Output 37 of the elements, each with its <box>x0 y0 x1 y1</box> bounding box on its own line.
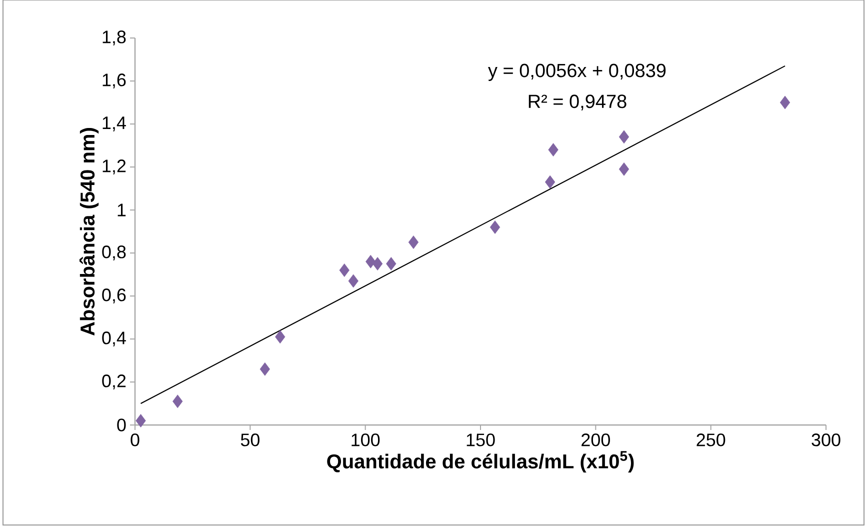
point <box>348 274 358 288</box>
y-tick-label: 1,8 <box>102 30 126 46</box>
point <box>490 220 500 234</box>
point <box>372 257 383 270</box>
x-tick-label: 300 <box>812 434 840 446</box>
y-tick-label: 0,2 <box>102 374 126 390</box>
point <box>275 330 286 344</box>
x-tick-label: 100 <box>352 434 380 446</box>
x-tick-label: 200 <box>582 434 610 446</box>
point <box>386 257 396 270</box>
x-tick-label: 50 <box>240 434 260 446</box>
x-axis-title: Quantidade de células/mL (x10$^{5}$) <box>327 451 634 472</box>
x-tick-label: 250 <box>696 434 726 446</box>
point <box>618 130 630 144</box>
y-tick-label: 1,2 <box>102 160 126 174</box>
y-tick-label: 1 <box>118 204 126 216</box>
y-axis-title: Absorbância (540 nm) <box>80 128 99 336</box>
point <box>780 96 790 110</box>
point <box>544 175 556 189</box>
x-tick-label: 150 <box>466 434 495 446</box>
annotation: R² = 0,9478 <box>528 94 626 110</box>
y-tick-label: 0 <box>117 418 126 432</box>
y-tick-label: 1,4 <box>102 116 126 132</box>
point <box>548 143 558 156</box>
point <box>136 414 146 428</box>
x-tick-label: 0 <box>130 434 140 446</box>
point <box>618 162 630 176</box>
point <box>408 236 419 249</box>
point <box>366 254 376 268</box>
point <box>339 263 350 277</box>
y-tick-label: 0,8 <box>102 246 126 260</box>
y-tick-label: 0,4 <box>102 332 126 346</box>
point <box>172 394 183 408</box>
point <box>260 362 270 376</box>
y-tick-label: 0,6 <box>102 288 126 304</box>
y-tick-label: 1,6 <box>102 74 126 88</box>
annotation: y = 0,0056x + 0,0839 <box>488 64 666 81</box>
